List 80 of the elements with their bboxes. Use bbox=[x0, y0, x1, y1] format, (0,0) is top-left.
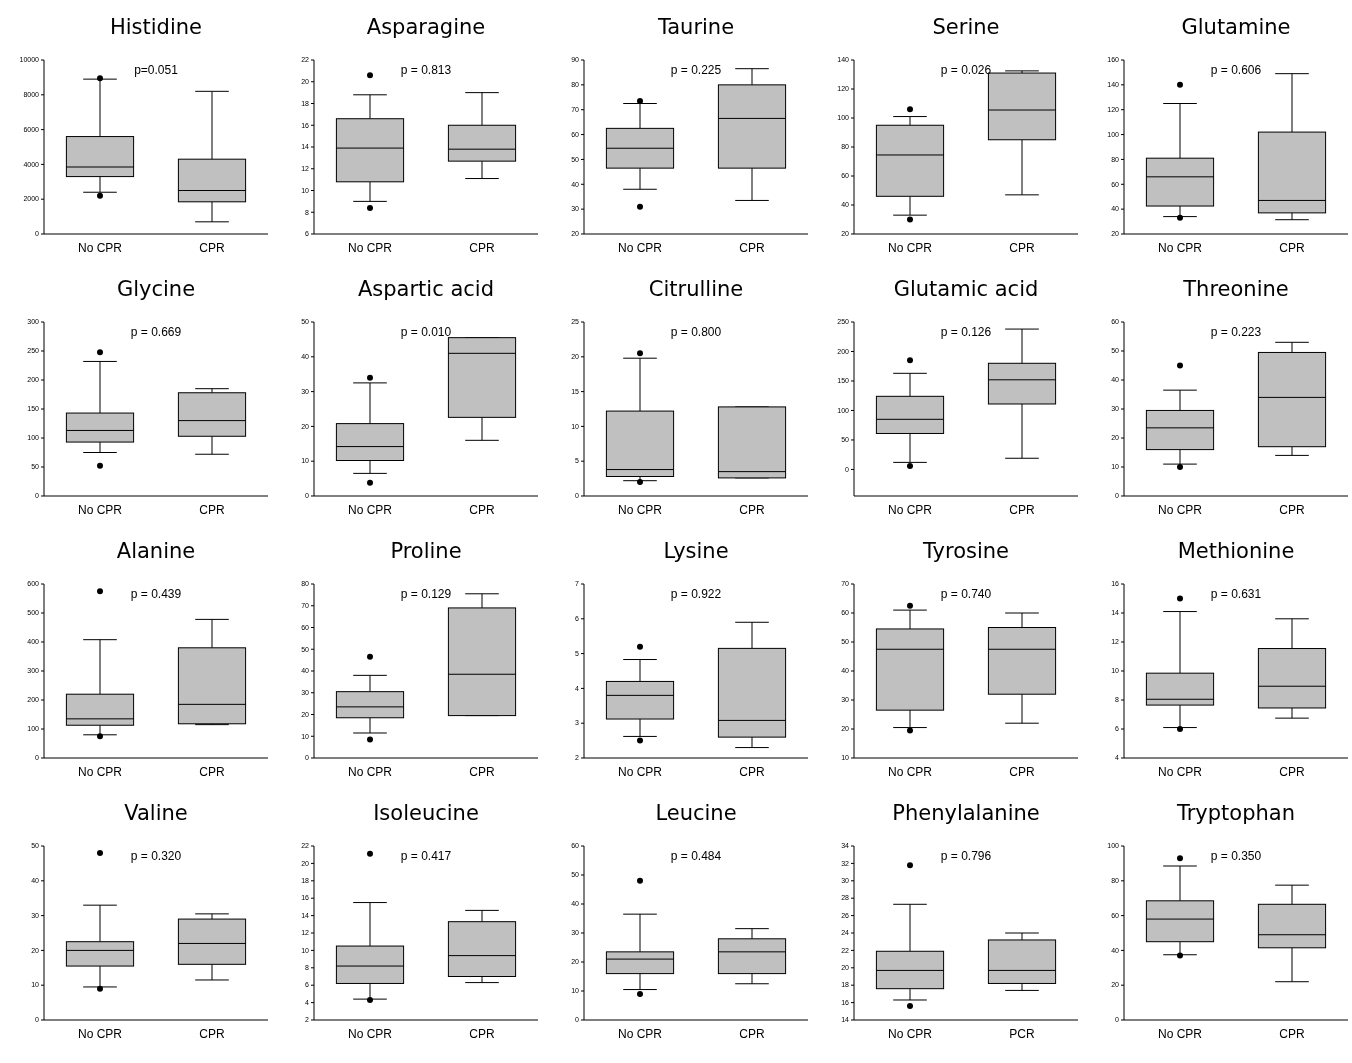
x-tick-label: CPR bbox=[469, 765, 495, 779]
x-tick-label: CPR bbox=[739, 503, 765, 517]
x-tick-label: No CPR bbox=[77, 765, 123, 779]
x-tick-label: PCR bbox=[1009, 1027, 1035, 1041]
x-tick-label: CPR bbox=[199, 241, 225, 255]
chart-title: Glutamine bbox=[1181, 15, 1291, 39]
annotation: p = 0.129 bbox=[400, 587, 452, 601]
annotation: p = 0.669 bbox=[130, 325, 182, 339]
x-tick-label: No CPR bbox=[347, 503, 393, 517]
chart-title: Asparagine bbox=[366, 15, 486, 39]
chart-title: Valine bbox=[124, 801, 188, 825]
annotation: p=0.051 bbox=[134, 63, 179, 77]
x-tick-label: CPR bbox=[1279, 765, 1305, 779]
x-tick-label: CPR bbox=[1279, 1027, 1305, 1041]
annotation: p = 0.439 bbox=[130, 587, 182, 601]
x-tick-label: No CPR bbox=[347, 241, 393, 255]
annotation: p = 0.740 bbox=[940, 587, 992, 601]
x-tick-label: No CPR bbox=[617, 765, 663, 779]
chart-title: Phenylalanine bbox=[892, 801, 1040, 825]
x-tick-label: CPR bbox=[1279, 241, 1305, 255]
annotation: p = 0.010 bbox=[400, 325, 452, 339]
chart-title: Histidine bbox=[109, 15, 203, 39]
x-tick-label: No CPR bbox=[1157, 765, 1203, 779]
x-tick-label: CPR bbox=[739, 241, 765, 255]
chart-title: Alanine bbox=[116, 539, 196, 563]
x-tick-label: CPR bbox=[1009, 765, 1035, 779]
annotation: p = 0.631 bbox=[1210, 587, 1262, 601]
annotation: p = 0.813 bbox=[400, 63, 452, 77]
x-tick-label: No CPR bbox=[347, 1027, 393, 1041]
x-tick-label: No CPR bbox=[617, 241, 663, 255]
annotation: p = 0.417 bbox=[400, 849, 452, 863]
chart-title: Leucine bbox=[655, 801, 737, 825]
x-tick-label: No CPR bbox=[77, 1027, 123, 1041]
x-tick-label: CPR bbox=[199, 765, 225, 779]
chart-title: Glycine bbox=[116, 277, 196, 301]
x-tick-label: CPR bbox=[1009, 503, 1035, 517]
x-tick-label: No CPR bbox=[617, 1027, 663, 1041]
x-tick-label: CPR bbox=[469, 241, 495, 255]
x-tick-label: No CPR bbox=[77, 503, 123, 517]
x-tick-label: No CPR bbox=[1157, 241, 1203, 255]
x-tick-label: CPR bbox=[469, 503, 495, 517]
x-tick-label: No CPR bbox=[887, 1027, 933, 1041]
annotation: p = 0.484 bbox=[670, 849, 722, 863]
annotation: p = 0.350 bbox=[1210, 849, 1262, 863]
x-tick-label: No CPR bbox=[887, 765, 933, 779]
x-tick-label: No CPR bbox=[617, 503, 663, 517]
x-tick-label: CPR bbox=[1009, 241, 1035, 255]
chart-title: Methionine bbox=[1177, 539, 1295, 563]
x-tick-label: CPR bbox=[1279, 503, 1305, 517]
annotation: p = 0.800 bbox=[670, 325, 722, 339]
chart-title: Citrulline bbox=[648, 277, 744, 301]
chart-title: Serine bbox=[932, 15, 1000, 39]
chart-title: Tryptophan bbox=[1175, 801, 1296, 825]
x-tick-label: No CPR bbox=[887, 241, 933, 255]
x-tick-label: No CPR bbox=[1157, 503, 1203, 517]
chart-title: Aspartic acid bbox=[357, 277, 495, 301]
chart-title: Proline bbox=[390, 539, 462, 563]
chart-title: Isoleucine bbox=[373, 801, 479, 825]
x-tick-label: No CPR bbox=[1157, 1027, 1203, 1041]
chart-title: Tyrosine bbox=[921, 539, 1010, 563]
annotation: p = 0.026 bbox=[940, 63, 992, 77]
x-tick-label: No CPR bbox=[347, 765, 393, 779]
chart-title: Lysine bbox=[663, 539, 729, 563]
annotation: p = 0.922 bbox=[670, 587, 722, 601]
annotation: p = 0.606 bbox=[1210, 63, 1262, 77]
chart-title: Taurine bbox=[656, 15, 735, 39]
chart-title: Glutamic acid bbox=[893, 277, 1039, 301]
annotation: p = 0.126 bbox=[940, 325, 992, 339]
x-tick-label: CPR bbox=[199, 503, 225, 517]
x-tick-label: CPR bbox=[739, 1027, 765, 1041]
annotation: p = 0.796 bbox=[940, 849, 992, 863]
x-tick-label: CPR bbox=[469, 1027, 495, 1041]
x-tick-label: CPR bbox=[739, 765, 765, 779]
x-tick-label: No CPR bbox=[887, 503, 933, 517]
annotation: p = 0.320 bbox=[130, 849, 182, 863]
x-tick-label: No CPR bbox=[77, 241, 123, 255]
annotation: p = 0.225 bbox=[670, 63, 722, 77]
x-tick-label: CPR bbox=[199, 1027, 225, 1041]
annotation: p = 0.223 bbox=[1210, 325, 1262, 339]
chart-title: Threonine bbox=[1182, 277, 1289, 301]
